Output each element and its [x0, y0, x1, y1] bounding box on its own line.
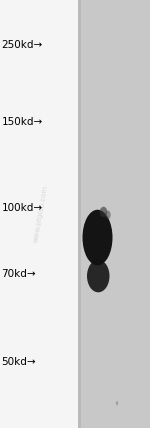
Bar [78, 0, 81, 428]
Ellipse shape [82, 210, 112, 265]
Ellipse shape [100, 207, 107, 217]
Bar [78, 0, 150, 428]
Text: 100kd→: 100kd→ [2, 202, 43, 213]
Text: www.ptglab.com: www.ptglab.com [33, 185, 48, 243]
Ellipse shape [116, 401, 118, 405]
Ellipse shape [87, 260, 110, 292]
Ellipse shape [105, 211, 111, 219]
Text: 250kd→: 250kd→ [2, 40, 43, 50]
Text: 50kd→: 50kd→ [2, 357, 36, 367]
Text: 150kd→: 150kd→ [2, 117, 43, 127]
Text: 70kd→: 70kd→ [2, 269, 36, 279]
